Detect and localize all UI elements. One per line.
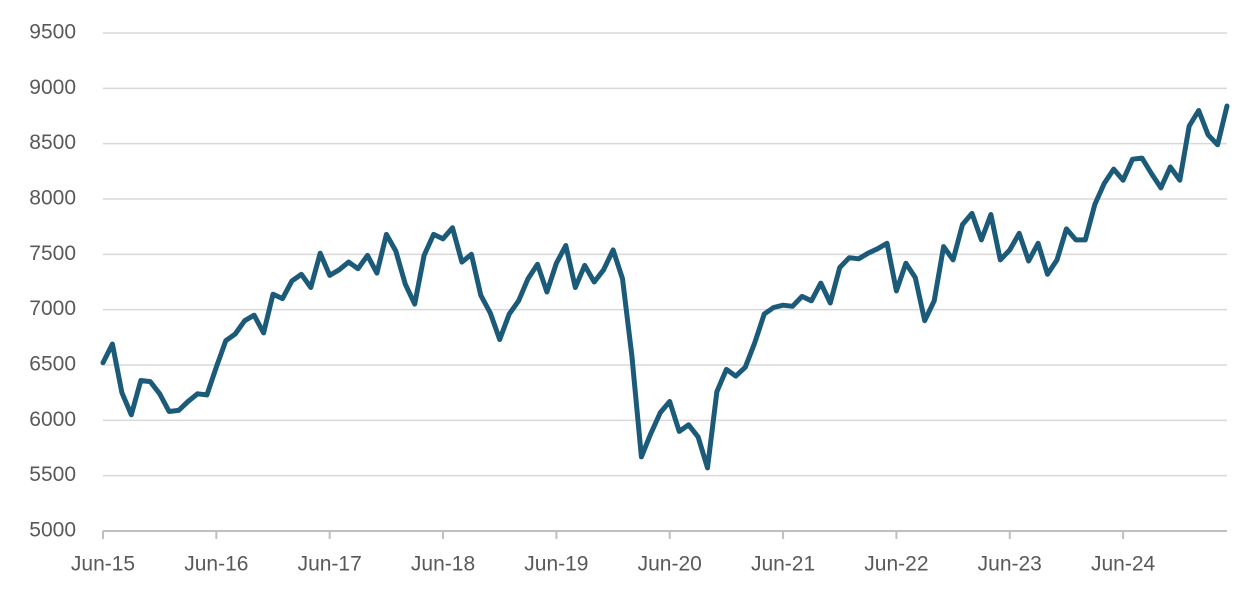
x-tick-label: Jun-20: [638, 553, 702, 576]
x-tick-label: Jun-23: [978, 553, 1042, 576]
x-tick-label: Jun-22: [864, 553, 928, 576]
y-tick-label: 8000: [29, 187, 76, 210]
y-tick-label: 7500: [29, 242, 76, 265]
x-tick-label: Jun-15: [71, 553, 135, 576]
y-tick-label: 5000: [29, 519, 76, 542]
data-line: [100, 103, 1230, 471]
x-tick-label: Jun-21: [751, 553, 815, 576]
y-tick-label: 6500: [29, 353, 76, 376]
x-tick-label: Jun-18: [411, 553, 475, 576]
x-tick-label: Jun-19: [524, 553, 588, 576]
y-tick-label: 8500: [29, 131, 76, 154]
y-tick-label: 9000: [29, 76, 76, 99]
x-tick-label: Jun-16: [184, 553, 248, 576]
y-tick-label: 9500: [29, 21, 76, 44]
y-tick-label: 6000: [29, 408, 76, 431]
x-tick-label: Jun-24: [1091, 553, 1156, 576]
x-tick-label: Jun-17: [298, 553, 362, 576]
y-tick-label: 5500: [29, 463, 76, 486]
y-tick-label: 7000: [29, 297, 76, 320]
